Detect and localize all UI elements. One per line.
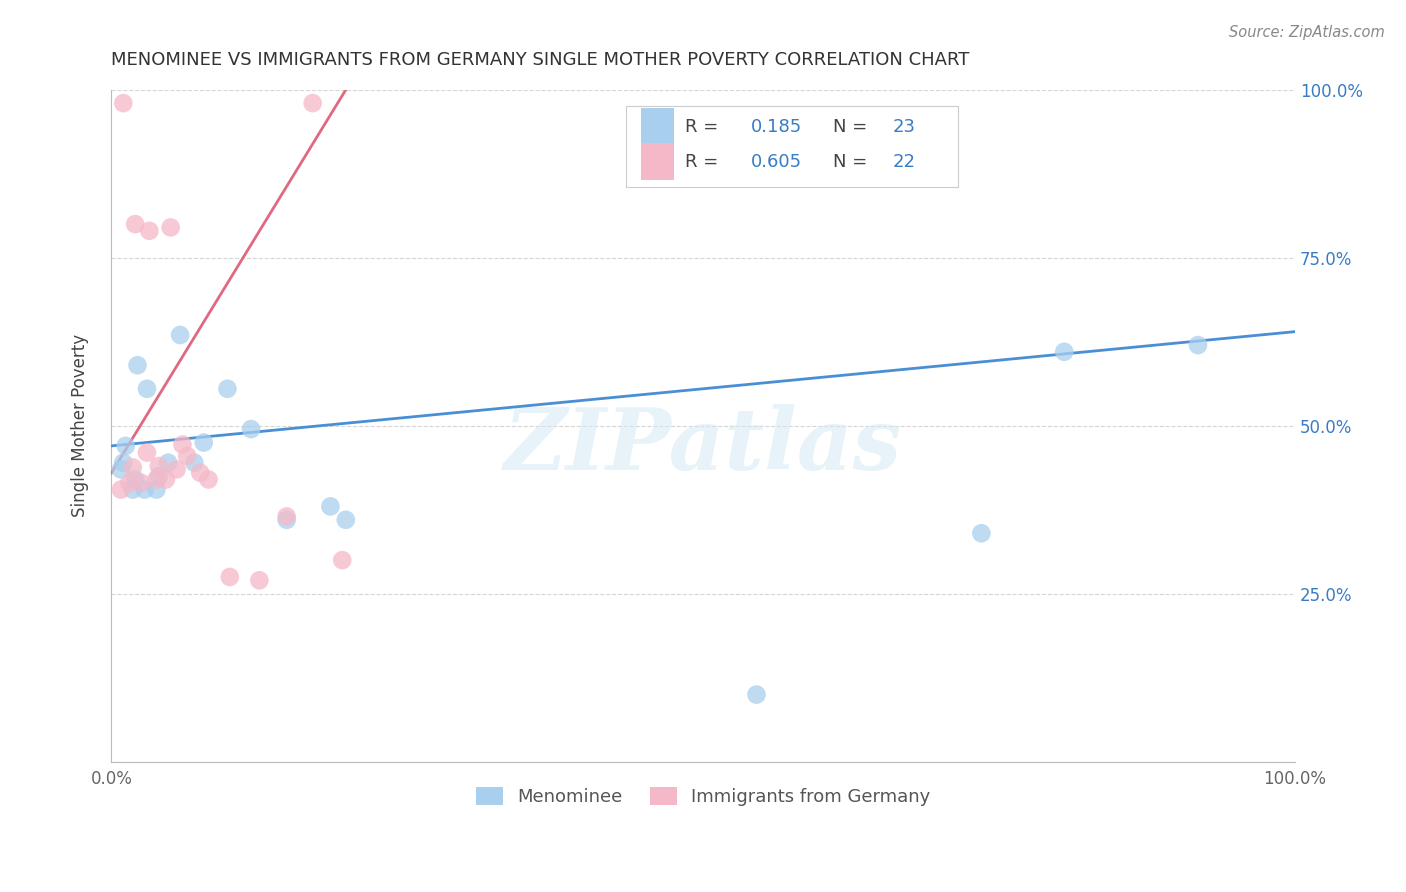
Point <box>276 513 298 527</box>
Point <box>134 483 156 497</box>
Point <box>183 456 205 470</box>
Text: R =: R = <box>686 118 718 136</box>
Point <box>217 382 239 396</box>
Point <box>335 513 357 527</box>
Point <box>157 456 180 470</box>
Point <box>1187 338 1209 352</box>
Point <box>172 437 194 451</box>
Point <box>145 473 167 487</box>
Point <box>169 328 191 343</box>
Point <box>1053 344 1076 359</box>
Point <box>110 462 132 476</box>
Point <box>112 456 135 470</box>
Point <box>124 217 146 231</box>
Point <box>319 500 342 514</box>
Point <box>129 475 152 490</box>
Text: N =: N = <box>834 118 868 136</box>
Text: 0.185: 0.185 <box>751 118 801 136</box>
Point <box>110 483 132 497</box>
Point <box>121 483 143 497</box>
Point <box>138 224 160 238</box>
Point <box>247 574 270 588</box>
Point <box>301 96 323 111</box>
Text: N =: N = <box>834 153 868 171</box>
Point <box>148 458 170 473</box>
Text: Source: ZipAtlas.com: Source: ZipAtlas.com <box>1229 25 1385 40</box>
Point <box>136 445 159 459</box>
Text: R =: R = <box>686 153 718 171</box>
Point <box>114 439 136 453</box>
Point <box>118 475 141 490</box>
Point <box>188 466 211 480</box>
Text: MENOMINEE VS IMMIGRANTS FROM GERMANY SINGLE MOTHER POVERTY CORRELATION CHART: MENOMINEE VS IMMIGRANTS FROM GERMANY SIN… <box>111 51 970 69</box>
Point <box>148 469 170 483</box>
Text: 0.605: 0.605 <box>751 153 801 171</box>
Point <box>155 473 177 487</box>
Point <box>166 462 188 476</box>
Point <box>276 509 298 524</box>
Legend: Menominee, Immigrants from Germany: Menominee, Immigrants from Germany <box>468 780 938 814</box>
Point <box>159 220 181 235</box>
Point <box>176 449 198 463</box>
Point <box>970 526 993 541</box>
Y-axis label: Single Mother Poverty: Single Mother Poverty <box>72 334 89 517</box>
Point <box>193 435 215 450</box>
Text: 23: 23 <box>893 118 915 136</box>
Point <box>127 358 149 372</box>
Point <box>145 483 167 497</box>
Point <box>121 460 143 475</box>
Bar <box>641 144 673 180</box>
Text: ZIPatlas: ZIPatlas <box>505 404 903 488</box>
Bar <box>626 106 957 187</box>
Point <box>124 473 146 487</box>
Point <box>218 570 240 584</box>
Point <box>240 422 263 436</box>
Point <box>112 96 135 111</box>
Point <box>136 382 159 396</box>
Point <box>745 688 768 702</box>
Text: 22: 22 <box>893 153 915 171</box>
Bar <box>641 108 673 145</box>
Point <box>197 473 219 487</box>
Point <box>330 553 353 567</box>
